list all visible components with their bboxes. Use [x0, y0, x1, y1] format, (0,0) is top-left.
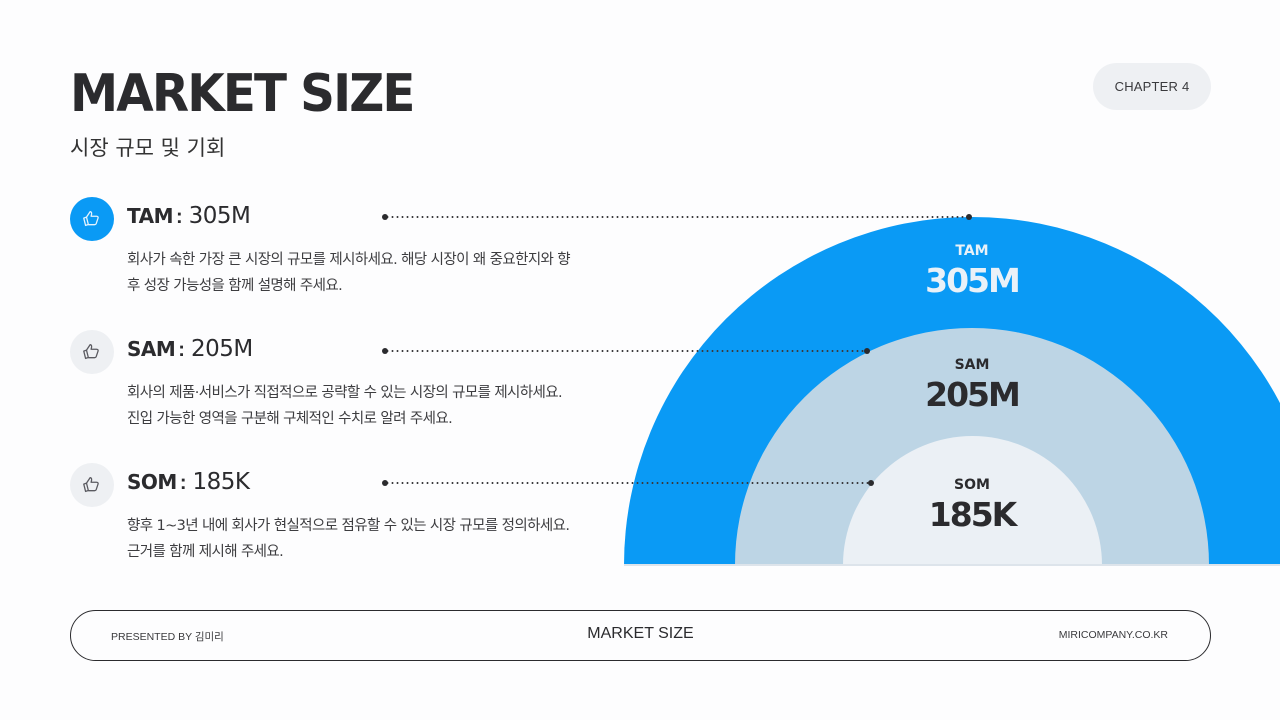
market-item-heading: TAM : 305M [127, 203, 251, 229]
market-item-description: 회사가 속한 가장 큰 시장의 규모를 제시하세요. 해당 시장이 왜 중요한지… [127, 252, 571, 294]
market-item-description: 향후 1~3년 내에 회사가 현실적으로 점유할 수 있는 시장 규모를 정의하… [127, 518, 570, 560]
page-title: MARKET SIZE [70, 64, 415, 124]
som-leader-line [382, 480, 874, 486]
som-arc-label: SOM 185K [928, 477, 1017, 534]
market-item-value: 205M [190, 336, 253, 362]
market-item-heading: SOM : 185K [127, 469, 250, 495]
thumbs-up-icon [70, 330, 114, 374]
market-item-value: 185K [192, 469, 250, 495]
footer-title: MARKET SIZE [587, 625, 694, 642]
thumbs-up-icon [70, 197, 114, 241]
market-item-heading: SAM : 205M [127, 336, 253, 362]
market-item-value: 305M [188, 203, 251, 229]
thumbs-up-icon [70, 463, 114, 507]
market-item-key: SAM [127, 337, 176, 361]
page-subtitle: 시장 규모 및 기회 [70, 136, 226, 160]
market-item-key: TAM [127, 204, 173, 228]
market-item-description: 회사의 제품·서비스가 직접적으로 공략할 수 있는 시장의 규모를 제시하세요… [127, 385, 563, 427]
market-item-key: SOM [127, 470, 177, 494]
footer-bar: PRESENTED BY 김미리 MARKET SIZE MIRICOMPANY… [70, 610, 1211, 661]
sam-arc-label: SAM 205M [925, 357, 1021, 414]
diagram-baseline [624, 564, 1280, 566]
chapter-badge: CHAPTER 4 [1093, 63, 1211, 110]
presenter-label: PRESENTED BY 김미리 [111, 631, 224, 643]
sam-leader-line [382, 348, 870, 354]
tam-arc-label: TAM 305M [925, 243, 1021, 300]
website-label: MIRICOMPANY.CO.KR [1058, 629, 1168, 641]
tam-leader-line [382, 214, 972, 220]
